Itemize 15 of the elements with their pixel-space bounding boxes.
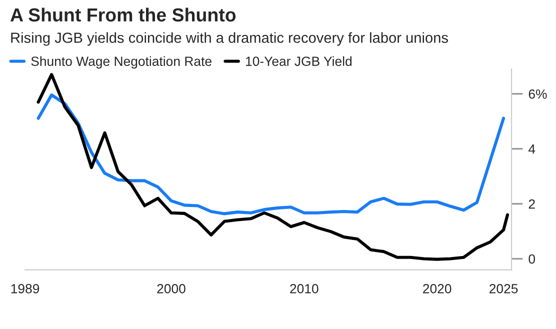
legend-label: Shunto Wage Negotiation Rate bbox=[31, 56, 212, 69]
x-tick-label: 2025 bbox=[490, 284, 518, 294]
y-tick-label: 4 bbox=[528, 144, 536, 154]
legend-label: 10-Year JGB Yield bbox=[246, 56, 352, 66]
line-series bbox=[36, 93, 506, 216]
x-tick-label: 2020 bbox=[423, 284, 452, 294]
y-tick-label: 6% bbox=[528, 89, 547, 99]
y-tick-label: 0 bbox=[528, 254, 536, 264]
chart-title: A Shunt From the Shunto bbox=[10, 8, 236, 22]
chart-subtitle: Rising JGB yields coincide with a dramatic recovery for labor unions bbox=[11, 32, 448, 46]
x-tick-label: 2000 bbox=[157, 284, 186, 294]
x-tick-label: 1989 bbox=[11, 284, 40, 294]
line-series bbox=[36, 73, 510, 261]
x-tick-label: 2010 bbox=[290, 284, 318, 294]
y-tick-label: 2 bbox=[528, 199, 535, 209]
